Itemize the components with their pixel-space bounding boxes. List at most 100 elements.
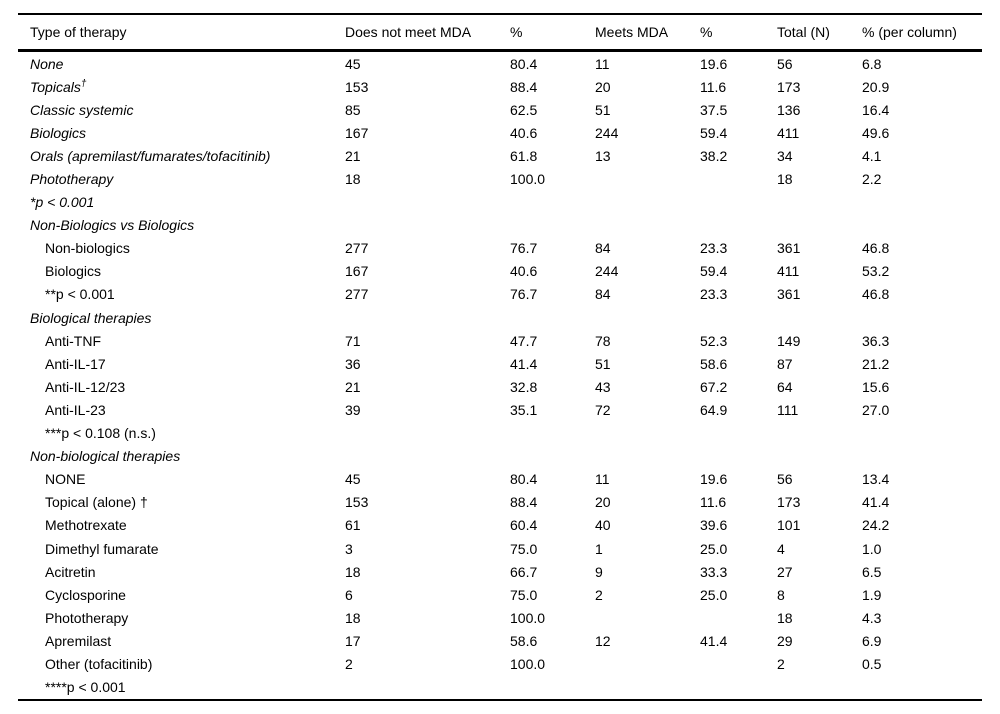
data-cell: 61 — [345, 517, 361, 534]
data-cell — [700, 676, 777, 700]
data-cell — [777, 191, 862, 214]
data-cell: 25.0 — [700, 586, 728, 603]
table-row: Other (tofacitinib) 2 100.0 2 0.5 — [18, 652, 982, 675]
data-cell: 43 — [595, 378, 611, 395]
data-cell: 76.7 — [510, 286, 538, 303]
data-cell: 56 — [777, 471, 793, 488]
data-cell: 20 — [595, 494, 611, 511]
data-cell — [510, 676, 595, 700]
data-cell — [700, 422, 777, 445]
data-cell: 88.4 — [510, 494, 538, 511]
data-cell: 11 — [595, 471, 610, 488]
table-row: Anti-IL-23 39 35.1 72 64.9 111 27.0 — [18, 398, 982, 421]
table-row: Biologics 167 40.6 244 59.4 411 49.6 — [18, 121, 982, 144]
row-label: Non-Biologics vs Biologics — [30, 217, 195, 234]
data-cell: 12 — [595, 632, 611, 649]
data-cell: 40.6 — [510, 124, 538, 141]
data-cell: 9 — [595, 563, 603, 580]
data-cell: 51 — [595, 101, 611, 118]
data-cell: 19.6 — [700, 55, 728, 72]
data-cell: 153 — [345, 78, 369, 95]
table-row: Anti-IL-12/23 21 32.8 43 67.2 64 15.6 — [18, 375, 982, 398]
data-cell — [595, 214, 700, 237]
data-cell: 153 — [345, 494, 369, 511]
column-header-percent-per-column: % (per column) — [862, 14, 982, 52]
data-cell — [510, 214, 595, 237]
data-cell: 29 — [777, 632, 793, 649]
data-cell: 20 — [595, 78, 611, 95]
data-cell: 59.4 — [700, 124, 728, 141]
row-label: Anti-IL-23 — [45, 401, 106, 418]
data-cell: 167 — [345, 263, 369, 280]
data-cell: 21.2 — [862, 355, 890, 372]
data-cell: 64.9 — [700, 401, 728, 418]
data-cell — [510, 191, 595, 214]
data-cell: 20.9 — [862, 78, 890, 95]
data-cell: 18 — [777, 171, 793, 188]
row-label: Biologics — [45, 263, 102, 280]
data-cell: 46.8 — [862, 286, 890, 303]
data-cell: 11.6 — [700, 78, 727, 95]
data-cell: 18 — [345, 171, 361, 188]
data-cell: 52.3 — [700, 332, 728, 349]
data-cell: 80.4 — [510, 55, 538, 72]
data-cell: 88.4 — [510, 78, 538, 95]
data-cell: 6 — [345, 586, 353, 603]
table-row: Non-Biologics vs Biologics — [18, 214, 982, 237]
data-cell: 4.3 — [862, 609, 882, 626]
data-cell: 100.0 — [510, 609, 546, 626]
table-row: Biological therapies — [18, 306, 982, 329]
data-cell: 173 — [777, 494, 801, 511]
data-cell: 4.1 — [862, 147, 882, 164]
row-label: Anti-TNF — [45, 332, 101, 349]
data-cell — [777, 306, 862, 329]
table-row: Anti-IL-17 36 41.4 51 58.6 87 21.2 — [18, 352, 982, 375]
data-cell: 11.6 — [700, 494, 727, 511]
data-cell: 84 — [595, 286, 611, 303]
data-cell: 277 — [345, 240, 369, 257]
data-cell: 45 — [345, 55, 361, 72]
data-cell: 18 — [777, 609, 793, 626]
row-label: *p < 0.001 — [30, 194, 95, 211]
data-cell: 40.6 — [510, 263, 538, 280]
data-cell: 36.3 — [862, 332, 890, 349]
data-cell — [595, 676, 700, 700]
data-cell: 173 — [777, 78, 801, 95]
data-cell: 40 — [595, 517, 611, 534]
data-cell: 60.4 — [510, 517, 538, 534]
column-header-meets-mda: Meets MDA — [595, 14, 700, 52]
data-cell: 61.8 — [510, 147, 538, 164]
data-cell: 87 — [777, 355, 793, 372]
column-header-percent-2: % — [700, 14, 777, 52]
data-cell: 21 — [345, 378, 361, 395]
data-cell: 13.4 — [862, 471, 890, 488]
data-cell: 0.5 — [862, 655, 882, 672]
data-cell — [777, 422, 862, 445]
data-cell — [777, 445, 862, 468]
table-row: **p < 0.001 277 76.7 84 23.3 361 46.8 — [18, 283, 982, 306]
column-header-type-of-therapy: Type of therapy — [18, 14, 345, 52]
data-cell: 1 — [595, 540, 603, 557]
data-cell: 36 — [345, 355, 361, 372]
table-row: Methotrexate 61 60.4 40 39.6 101 24.2 — [18, 514, 982, 537]
data-cell: 411 — [777, 124, 800, 141]
data-cell — [345, 214, 510, 237]
row-label: Phototherapy — [30, 171, 114, 188]
data-cell: 62.5 — [510, 101, 538, 118]
data-cell — [345, 676, 510, 700]
table-row: Non-biological therapies — [18, 445, 982, 468]
data-cell: 167 — [345, 124, 369, 141]
row-label: Anti-IL-17 — [45, 355, 106, 372]
data-cell: 6.5 — [862, 563, 882, 580]
header-row: Type of therapy Does not meet MDA % Meet… — [18, 14, 982, 52]
row-label: Acitretin — [45, 563, 96, 580]
data-cell — [862, 214, 982, 237]
data-cell: 277 — [345, 286, 369, 303]
data-cell: 136 — [777, 101, 801, 118]
table-row: Orals (apremilast/fumarates/tofacitinib)… — [18, 144, 982, 167]
data-cell: 41.4 — [700, 632, 728, 649]
data-cell: 2.2 — [862, 171, 882, 188]
data-cell: 41.4 — [510, 355, 538, 372]
data-cell: 35.1 — [510, 401, 538, 418]
data-cell: 16.4 — [862, 101, 890, 118]
